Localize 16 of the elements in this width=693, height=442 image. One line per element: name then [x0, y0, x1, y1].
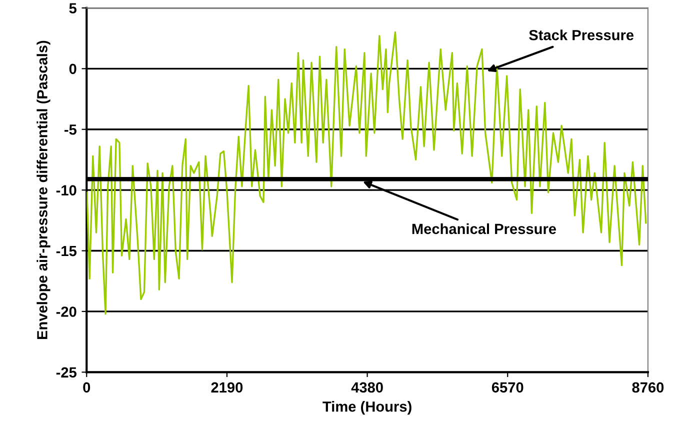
- y-tick-label: 0: [69, 64, 76, 74]
- x-tick-label: 0: [83, 382, 90, 393]
- annotation: Stack Pressure: [529, 30, 634, 40]
- x-tick-label: 6570: [492, 382, 524, 393]
- y-axis-title: Envelope air-pressure differential (Pascals): [36, 40, 50, 340]
- y-tick-label: -15: [56, 246, 76, 256]
- x-axis-title: Time (Hours): [322, 401, 412, 415]
- x-tick-label: 4380: [351, 382, 383, 393]
- y-tick-label: 5: [69, 3, 76, 14]
- x-tick-label: 8760: [632, 382, 664, 393]
- y-tick-label: -25: [56, 367, 76, 378]
- x-tick-label: 2190: [211, 382, 243, 393]
- y-tick-label: -20: [56, 306, 76, 317]
- y-tick-label: -10: [56, 185, 76, 196]
- y-tick-label: -5: [64, 124, 76, 135]
- annotation: Mechanical Pressure: [412, 223, 556, 234]
